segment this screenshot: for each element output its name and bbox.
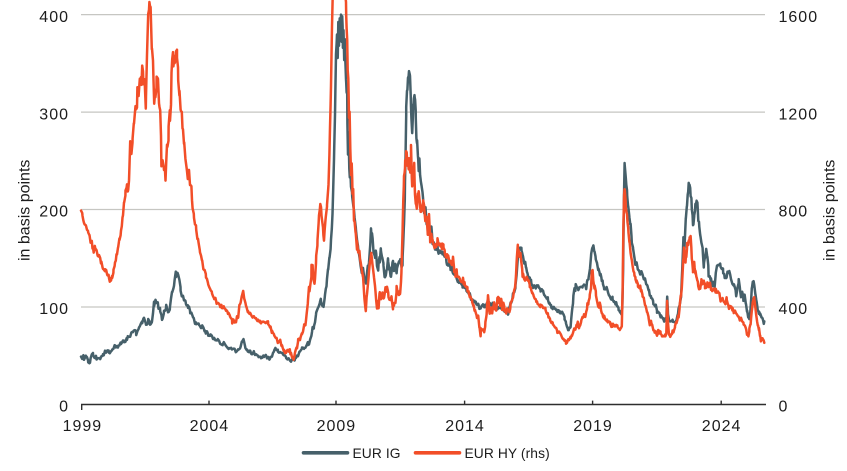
svg-text:2009: 2009 bbox=[317, 418, 357, 435]
svg-text:0: 0 bbox=[59, 399, 69, 416]
svg-text:2024: 2024 bbox=[702, 418, 742, 435]
svg-text:400: 400 bbox=[39, 9, 69, 26]
svg-text:in basis points: in basis points bbox=[822, 160, 839, 261]
svg-text:EUR HY (rhs): EUR HY (rhs) bbox=[465, 446, 550, 461]
svg-text:400: 400 bbox=[779, 301, 809, 318]
svg-text:2004: 2004 bbox=[190, 418, 230, 435]
svg-text:1600: 1600 bbox=[779, 9, 819, 26]
svg-text:2019: 2019 bbox=[573, 418, 613, 435]
svg-text:0: 0 bbox=[779, 399, 789, 416]
svg-text:in basis points: in basis points bbox=[17, 160, 34, 261]
svg-text:EUR IG: EUR IG bbox=[353, 446, 401, 461]
svg-text:2014: 2014 bbox=[445, 418, 485, 435]
svg-text:200: 200 bbox=[39, 204, 69, 221]
svg-text:1999: 1999 bbox=[63, 418, 103, 435]
svg-text:300: 300 bbox=[39, 106, 69, 123]
svg-text:800: 800 bbox=[779, 204, 809, 221]
svg-text:100: 100 bbox=[39, 301, 69, 318]
svg-text:1200: 1200 bbox=[779, 106, 819, 123]
